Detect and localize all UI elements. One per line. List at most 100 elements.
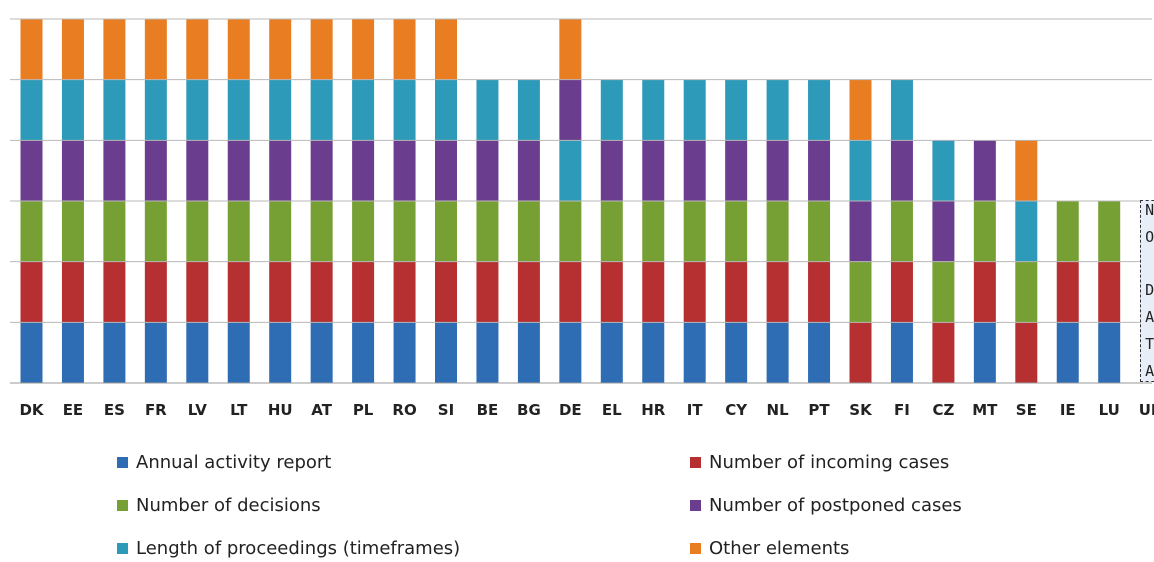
bar-segment-si	[435, 19, 457, 80]
bar-segment-pl	[352, 261, 375, 323]
x-tick-label: NL	[767, 401, 790, 419]
bar-segment-pl	[352, 322, 375, 383]
x-tick-label: CY	[725, 401, 748, 419]
bar-segment-ee	[61, 261, 84, 323]
bar-segment-bg	[517, 201, 540, 262]
x-tick-label: AT	[311, 401, 332, 419]
bar-segment-sk	[849, 261, 872, 323]
bar-segment-lt	[227, 261, 250, 323]
x-tick-label: PT	[808, 401, 830, 419]
bar-segment-hu	[269, 79, 292, 141]
bar-segment-de	[559, 322, 582, 383]
x-tick-label: SK	[849, 401, 873, 419]
bar-segment-lu	[1098, 201, 1121, 262]
bar-segment-hr	[642, 79, 665, 141]
x-tick-label: BE	[477, 401, 499, 419]
bar-segment-pl	[352, 140, 375, 201]
x-tick-label: ES	[104, 401, 125, 419]
bar-segment-dk	[20, 79, 43, 141]
bar-segment-fr	[144, 19, 167, 80]
no-data-letter: A	[1145, 361, 1154, 380]
bar-segment-hu	[269, 140, 292, 201]
bar-segment-pl	[352, 19, 375, 80]
x-tick-label: DE	[559, 401, 582, 419]
bar-segment-ro	[393, 140, 416, 201]
x-tick-label: SI	[438, 401, 454, 419]
bar-segment-fr	[144, 261, 167, 323]
bar-segment-at	[310, 79, 333, 141]
bar-segment-it	[683, 201, 706, 262]
bar-segment-fi	[890, 261, 913, 323]
bar-segment-el	[600, 140, 623, 201]
bar-segment-lv	[186, 201, 209, 262]
x-tick-label: EL	[602, 401, 622, 419]
no-data-letter: N	[1145, 201, 1154, 219]
bar-segment-si	[435, 79, 457, 141]
x-tick-label: LV	[188, 401, 207, 419]
bar-segment-be	[476, 261, 499, 323]
bar-segment-lv	[186, 79, 209, 141]
bar-segment-sk	[849, 79, 872, 141]
bar-segment-de	[559, 140, 582, 201]
x-tick-label: FI	[894, 401, 910, 419]
bar-segment-si	[435, 261, 457, 323]
bar-segment-hr	[642, 140, 665, 201]
bar-segment-pt	[808, 79, 831, 141]
bar-segment-el	[600, 322, 623, 383]
x-tick-label: LU	[1099, 401, 1120, 419]
bar-segment-se	[1015, 261, 1038, 323]
bar-segment-sk	[849, 322, 872, 383]
bar-segment-fi	[890, 79, 913, 141]
no-data-letter: O	[1145, 227, 1154, 246]
bar-segment-dk	[20, 19, 43, 80]
bar-segment-bg	[517, 261, 540, 323]
bar-segment-cz	[932, 261, 955, 323]
bar-segment-cz	[932, 140, 955, 201]
bar-segment-at	[310, 140, 333, 201]
bar-segment-it	[683, 261, 706, 323]
bar-segment-fi	[890, 201, 913, 262]
bar-segment-fi	[890, 140, 913, 201]
bar-segment-it	[683, 322, 706, 383]
bar-segment-it	[683, 79, 706, 141]
bar-segment-be	[476, 201, 499, 262]
no-data-letter: T	[1145, 335, 1154, 354]
bar-segment-fr	[144, 140, 167, 201]
bar-segment-pt	[808, 322, 831, 383]
bar-segment-at	[310, 261, 333, 323]
bar-segment-si	[435, 201, 457, 262]
bar-segment-si	[435, 140, 457, 201]
bar-segment-cy	[725, 261, 748, 323]
bar-segment-sk	[849, 140, 872, 201]
bar-segment-ee	[61, 79, 84, 141]
bar-segment-el	[600, 79, 623, 141]
bar-segment-es	[103, 322, 126, 383]
bar-segment-at	[310, 201, 333, 262]
bar-segment-lu	[1098, 322, 1121, 383]
bar-segment-cy	[725, 201, 748, 262]
bar-segment-cz	[932, 322, 955, 383]
bar-segment-sk	[849, 201, 872, 262]
x-tick-label: DK	[19, 401, 44, 419]
bar-segment-es	[103, 19, 126, 80]
bar-segment-nl	[766, 79, 789, 141]
x-tick-label: HU	[268, 401, 293, 419]
bar-segment-mt	[973, 140, 996, 201]
bar-segment-ee	[61, 140, 84, 201]
bar-segment-ro	[393, 261, 416, 323]
bar-segment-pt	[808, 201, 831, 262]
bar-segment-cy	[725, 79, 748, 141]
bar-segment-el	[600, 201, 623, 262]
bar-segment-se	[1015, 322, 1038, 383]
bar-segment-el	[600, 261, 623, 323]
bar-segment-de	[559, 79, 582, 141]
x-tick-label: EE	[63, 401, 84, 419]
x-tick-label: MT	[972, 401, 998, 419]
bar-segment-mt	[973, 201, 996, 262]
x-tick-label: IT	[687, 401, 704, 419]
bar-segment-se	[1015, 140, 1038, 201]
bar-segment-hr	[642, 322, 665, 383]
gridlines	[10, 18, 1152, 384]
